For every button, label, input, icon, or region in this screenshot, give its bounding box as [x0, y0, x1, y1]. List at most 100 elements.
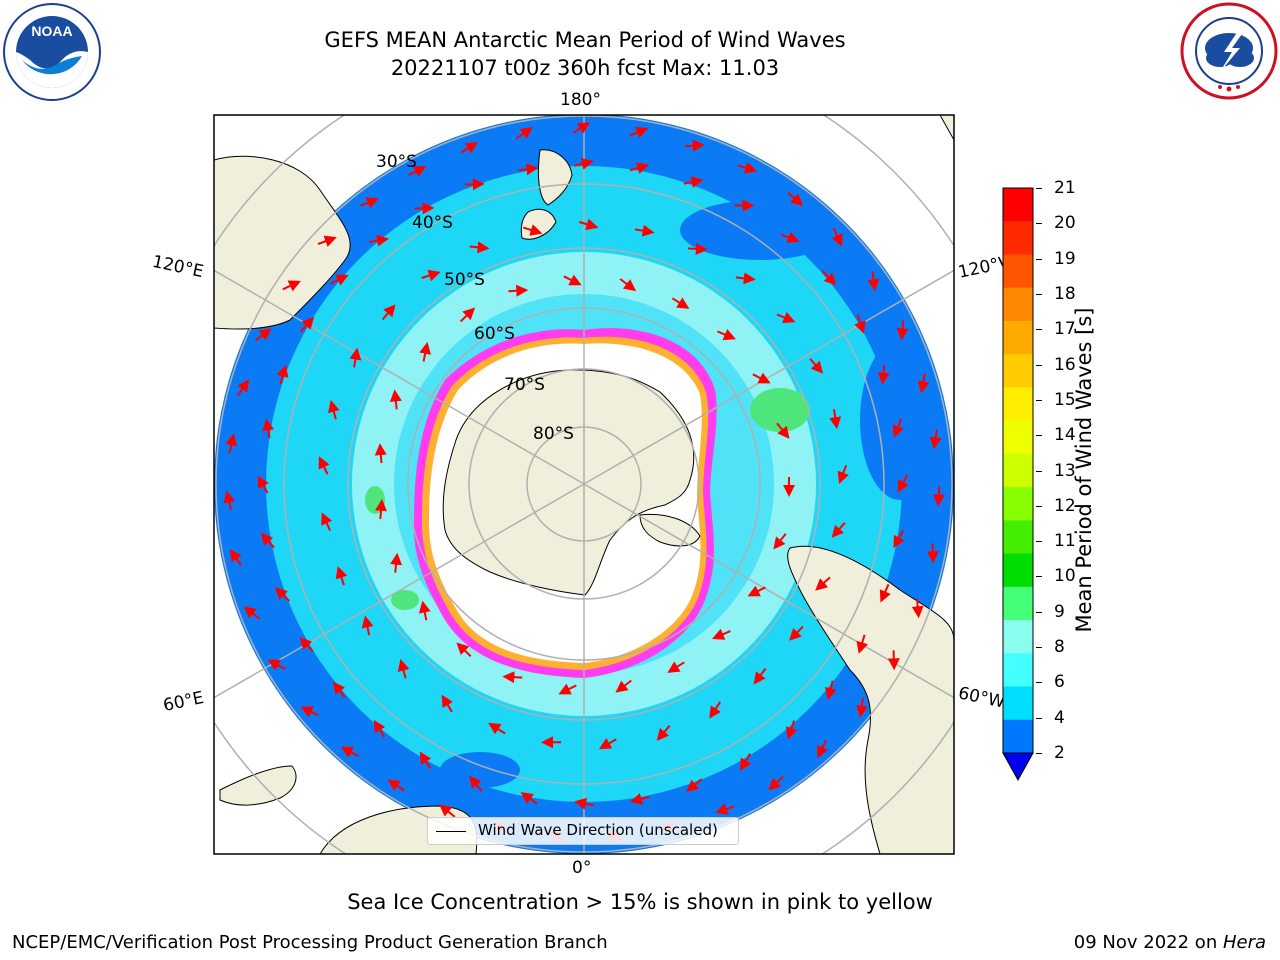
wind-wave-arrow [419, 751, 432, 770]
colorbar-band [1003, 586, 1033, 621]
colorbar-band [1003, 487, 1033, 521]
wind-wave-arrow [456, 642, 472, 658]
wind-wave-arrow [229, 549, 242, 567]
wind-wave-arrow [879, 583, 891, 603]
wind-wave-arrow [469, 241, 490, 254]
wind-wave-arrow [300, 316, 315, 333]
colorbar-band [1003, 520, 1033, 555]
wind-wave-arrow [327, 399, 340, 420]
wind-wave-arrow [892, 418, 904, 438]
wind-wave-arrow [929, 429, 942, 450]
wind-wave-arrow [911, 598, 924, 619]
chart-title: GEFS MEAN Antarctic Mean Period of Wind … [324, 28, 846, 52]
wind-wave-arrow [896, 320, 909, 341]
wind-wave-arrow [776, 311, 796, 324]
wind-wave-arrow [667, 661, 685, 673]
colorbar-tick-mark [1036, 399, 1042, 401]
wind-wave-arrow [225, 433, 238, 454]
wind-wave-arrow [809, 358, 824, 374]
wind-wave-arrow [629, 126, 649, 139]
wind-wave-arrow [629, 793, 650, 805]
wind-wave-arrow [856, 634, 868, 654]
colorbar-band [1003, 287, 1033, 322]
lat-label-80s: 80°S [533, 424, 574, 444]
wind-wave-arrow [932, 486, 945, 507]
wind-wave-arrow [831, 522, 846, 538]
colorbar-band [1003, 553, 1033, 588]
wind-wave-arrow [768, 775, 784, 791]
colorbar-tick-label: 14 [1054, 425, 1076, 446]
wind-wave-arrow [282, 280, 301, 292]
wind-wave-arrow [508, 284, 529, 297]
meridian-120w [583, 269, 954, 485]
wind-wave-arrow [408, 166, 427, 177]
meridian-120e [214, 269, 585, 485]
deep-patch [680, 200, 840, 260]
wind-wave-arrow [333, 681, 346, 699]
wind-wave-arrow [469, 775, 483, 792]
wind-wave-arrow [330, 274, 349, 286]
colorbar-tick-label: 15 [1054, 389, 1076, 410]
wind-wave-arrow [773, 533, 787, 550]
colorbar-tick-label: 11 [1054, 531, 1076, 552]
wind-wave-arrow [335, 566, 348, 586]
colorbar-tick-mark [1036, 364, 1042, 366]
colorbar-band [1003, 188, 1033, 222]
colorbar-tick-mark [1036, 682, 1042, 684]
wind-wave-arrow [460, 141, 478, 154]
footer-left: NCEP/EMC/Verification Post Processing Pr… [12, 932, 608, 953]
wind-wave-arrow [369, 234, 389, 247]
wind-wave-arrow [374, 443, 387, 464]
wind-wave-arrow [711, 628, 731, 640]
colorbar-tick-label: 4 [1054, 707, 1065, 728]
colorbar-band [1003, 453, 1033, 488]
wind-wave-arrow [785, 720, 798, 740]
legend-label: Wind Wave Direction (unscaled) [478, 821, 718, 839]
wind-wave-arrow [829, 409, 842, 430]
colorbar-tick-mark [1036, 541, 1042, 543]
colorbar-bands [1003, 188, 1033, 754]
lat-label-30s: 30°S [376, 152, 417, 172]
wind-wave-arrow [390, 552, 403, 573]
light-patch [472, 671, 508, 689]
wind-wave-arrow [715, 803, 735, 815]
colorbar-tick-label: 10 [1054, 566, 1076, 587]
wind-wave-arrow [615, 679, 632, 693]
wind-wave-arrow [815, 576, 831, 591]
wind-wave-arrow [687, 242, 708, 255]
colorbar-band [1003, 387, 1033, 422]
colorbar-tick-label: 6 [1054, 672, 1065, 693]
lat-label-60s: 60°S [474, 324, 515, 344]
lat-label-50s: 50°S [444, 270, 485, 290]
colorbar-tick-mark [1036, 717, 1042, 719]
wind-wave-arrow [419, 341, 432, 362]
wind-wave-arrow [753, 667, 767, 685]
colorbar-band [1003, 254, 1033, 289]
wind-wave-arrow [558, 683, 577, 695]
wind-wave-arrow [574, 157, 594, 170]
wind-wave-arrow [917, 373, 930, 394]
wind-wave-arrow [574, 797, 594, 810]
colorbar-tick-mark [1036, 293, 1042, 295]
colorbar-tick-mark [1036, 647, 1042, 649]
colorbar-band [1003, 221, 1033, 255]
legend-line-swatch [436, 831, 466, 832]
chart-subtitle: 20221107 t00z 360h fcst Max: 11.03 [390, 56, 780, 80]
wind-wave-arrow [243, 606, 260, 620]
wind-wave-arrow [397, 658, 410, 679]
wind-wave-arrow [361, 615, 374, 636]
wind-wave-arrow [717, 329, 736, 341]
wind-wave-arrow [579, 218, 599, 231]
wind-wave-arrow [824, 680, 837, 701]
wind-wave-arrow [776, 422, 790, 439]
colorbar-tick-label: 13 [1054, 460, 1076, 481]
wind-wave-arrow [276, 364, 289, 385]
map-frame [213, 114, 955, 855]
wind-wave-arrow [619, 278, 637, 292]
footer-host: Hera [1222, 932, 1266, 953]
colorbar-band [1003, 420, 1033, 455]
green-patch [391, 590, 419, 610]
colorbar-band [1003, 686, 1033, 721]
colorbar-tick-label: 21 [1054, 178, 1076, 198]
wind-wave-arrow [563, 274, 582, 286]
